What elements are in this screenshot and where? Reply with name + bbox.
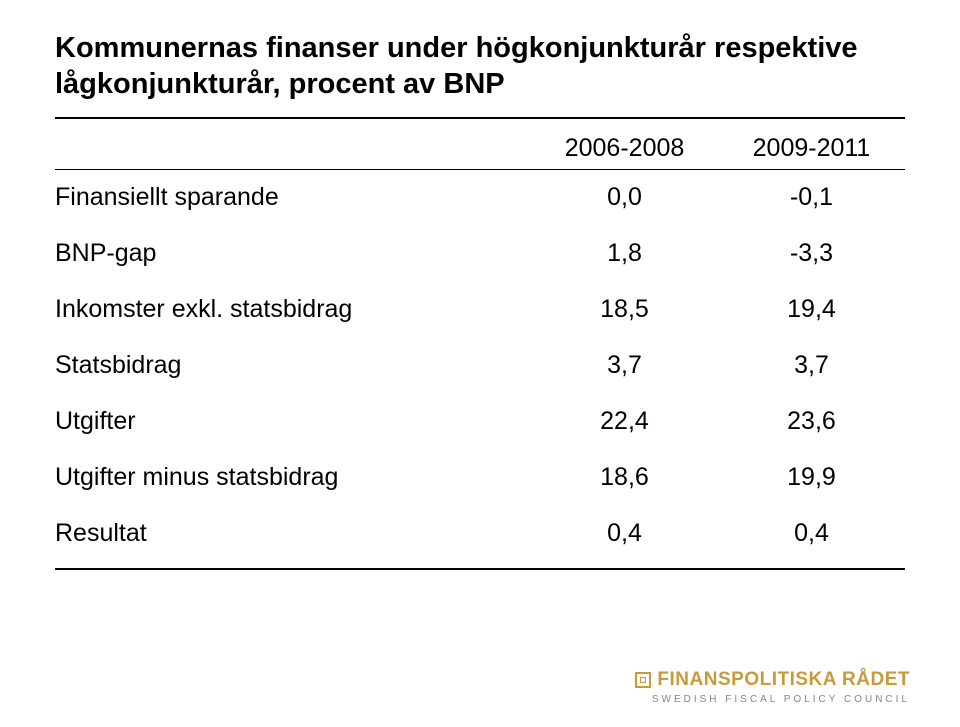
table-row: Finansiellt sparande 0,0 -0,1: [55, 170, 905, 226]
footer-brand: FINANSPOLITISKA RÅDET: [635, 670, 910, 690]
row-label: Resultat: [55, 506, 531, 562]
row-value-1: 22,4: [531, 394, 718, 450]
col-header-1: 2006-2008: [531, 129, 718, 169]
row-label: Finansiellt sparande: [55, 170, 531, 226]
logo-icon: [635, 672, 651, 688]
slide: Kommunernas finanser under högkonjunktur…: [0, 0, 960, 727]
row-label: BNP-gap: [55, 226, 531, 282]
title-line-2: lågkonjunkturår, procent av BNP: [55, 68, 505, 100]
table-bottom-rule: [55, 568, 905, 570]
row-value-2: 23,6: [718, 394, 905, 450]
row-label: Inkomster exkl. statsbidrag: [55, 282, 531, 338]
row-value-2: 0,4: [718, 506, 905, 562]
table-header-row: 2006-2008 2009-2011: [55, 129, 905, 169]
row-value-2: 19,4: [718, 282, 905, 338]
footer-logo-block: FINANSPOLITISKA RÅDET SWEDISH FISCAL POL…: [635, 670, 910, 705]
table-row: Utgifter minus statsbidrag 18,6 19,9: [55, 450, 905, 506]
row-value-2: -0,1: [718, 170, 905, 226]
slide-title: Kommunernas finanser under högkonjunktur…: [55, 30, 905, 103]
row-value-1: 0,4: [531, 506, 718, 562]
row-label: Utgifter: [55, 394, 531, 450]
row-value-1: 1,8: [531, 226, 718, 282]
table-row: Statsbidrag 3,7 3,7: [55, 338, 905, 394]
row-value-2: 3,7: [718, 338, 905, 394]
row-label: Statsbidrag: [55, 338, 531, 394]
row-label: Utgifter minus statsbidrag: [55, 450, 531, 506]
table-row: Utgifter 22,4 23,6: [55, 394, 905, 450]
footer-brand-text: FINANSPOLITISKA RÅDET: [657, 670, 910, 690]
title-underline: [55, 117, 905, 119]
title-line-1: Kommunernas finanser under högkonjunktur…: [55, 32, 858, 64]
row-value-1: 3,7: [531, 338, 718, 394]
col-header-empty: [55, 129, 531, 169]
row-value-1: 18,6: [531, 450, 718, 506]
data-table: 2006-2008 2009-2011 Finansiellt sparande…: [55, 129, 905, 570]
col-header-2: 2009-2011: [718, 129, 905, 169]
table-row: Inkomster exkl. statsbidrag 18,5 19,4: [55, 282, 905, 338]
table-row: BNP-gap 1,8 -3,3: [55, 226, 905, 282]
table-row: Resultat 0,4 0,4: [55, 506, 905, 562]
row-value-2: -3,3: [718, 226, 905, 282]
footer-subtitle: SWEDISH FISCAL POLICY COUNCIL: [635, 695, 910, 706]
row-value-1: 18,5: [531, 282, 718, 338]
row-value-2: 19,9: [718, 450, 905, 506]
row-value-1: 0,0: [531, 170, 718, 226]
